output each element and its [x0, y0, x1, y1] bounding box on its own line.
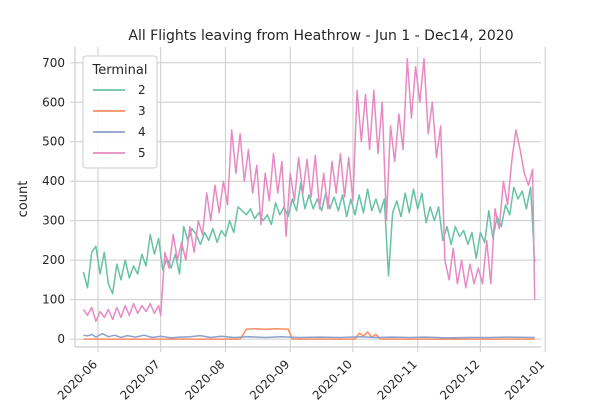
- y-tick-label: 400: [42, 174, 65, 188]
- series-line-5: [82, 58, 536, 323]
- x-tick-label: 2020-11: [374, 357, 419, 400]
- series-line-2: [82, 182, 536, 295]
- y-axis-label: count: [16, 181, 31, 218]
- y-tick-label: 500: [42, 135, 65, 149]
- y-tick-label: 700: [42, 56, 65, 70]
- y-tick-label: 200: [42, 253, 65, 267]
- x-tick-label: 2020-07: [117, 357, 162, 400]
- series-lines: [82, 58, 536, 340]
- x-tick-label: 2020-12: [437, 357, 482, 400]
- y-tick-label: 600: [42, 95, 65, 109]
- chart-title: All Flights leaving from Heathrow - Jun …: [128, 28, 513, 44]
- legend-label-4: 4: [138, 125, 146, 139]
- x-tick-label: 2020-06: [55, 357, 100, 400]
- legend-label-3: 3: [138, 104, 146, 118]
- legend-label-2: 2: [138, 83, 146, 97]
- series-line-4: [83, 332, 535, 339]
- x-tick-label: 2021-01: [502, 357, 547, 400]
- y-tick-label: 300: [42, 214, 65, 228]
- y-tick-label: 0: [57, 332, 65, 346]
- legend-box: [82, 55, 158, 169]
- legend: Terminal 2 3 4 5: [82, 55, 158, 169]
- x-tick-label: 2020-08: [182, 357, 227, 400]
- axes: [70, 47, 546, 352]
- y-tick-label: 100: [42, 293, 65, 307]
- legend-label-5: 5: [138, 146, 146, 160]
- legend-title: Terminal: [92, 63, 148, 78]
- x-tick-label: 2020-10: [310, 357, 355, 400]
- x-tick-label: 2020-09: [247, 357, 292, 400]
